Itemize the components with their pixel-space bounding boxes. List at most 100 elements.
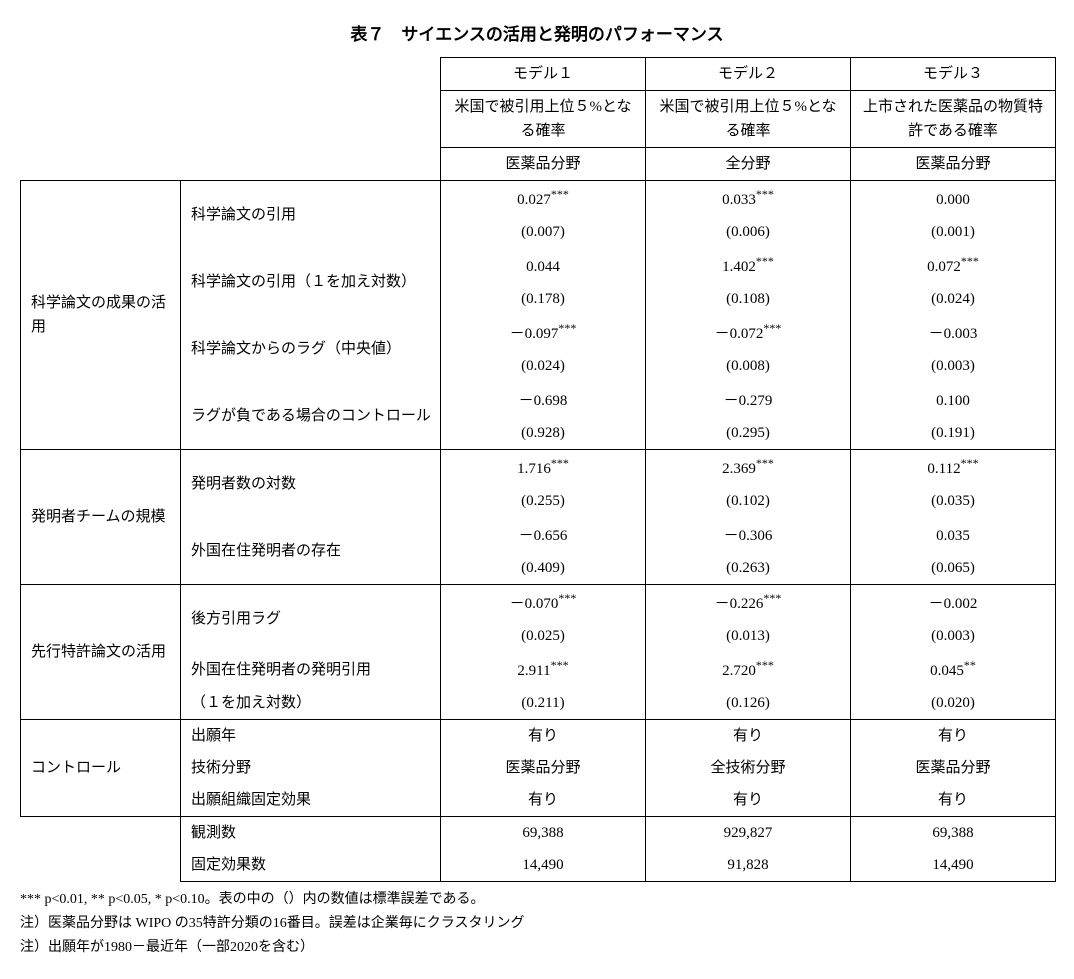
var-inventor-log: 発明者数の対数 xyxy=(181,450,441,518)
r3-m1-se: 0.024 xyxy=(441,350,646,382)
r1-m1-coef: 0.027*** xyxy=(441,181,646,217)
r6-m3-coef: 0.035 xyxy=(851,517,1056,552)
ctrl1-m3: 有り xyxy=(851,720,1056,753)
r6-m2-se: 0.263 xyxy=(646,552,851,585)
fe-label: 固定効果数 xyxy=(181,849,441,882)
r1-m3-coef: 0.000 xyxy=(851,181,1056,217)
r5-m1-coef: 1.716*** xyxy=(441,450,646,486)
col-field3: 医薬品分野 xyxy=(851,148,1056,181)
col-model1: モデル１ xyxy=(441,58,646,91)
blank-cell xyxy=(21,817,181,882)
r4-m1-coef: －0.698 xyxy=(441,382,646,417)
r2-m3-coef: 0.072*** xyxy=(851,248,1056,283)
r1-m1-se: 0.007 xyxy=(441,216,646,248)
r7-m2-se: 0.013 xyxy=(646,620,851,652)
r4-m3-coef: 0.100 xyxy=(851,382,1056,417)
var-foreign-inventor: 外国在住発明者の存在 xyxy=(181,517,441,585)
r6-m1-se: 0.409 xyxy=(441,552,646,585)
r2-m3-se: 0.024 xyxy=(851,283,1056,315)
blank-cell xyxy=(21,91,441,148)
ctrl3-m2: 有り xyxy=(646,784,851,817)
r4-m1-se: 0.928 xyxy=(441,417,646,450)
ctrl-field: 技術分野 xyxy=(181,752,441,784)
var-citation-log: 科学論文の引用（１を加え対数） xyxy=(181,248,441,315)
r7-m1-coef: －0.070*** xyxy=(441,585,646,621)
r5-m2-se: 0.102 xyxy=(646,485,851,517)
note-years: 注）出願年が1980－最近年（一部2020を含む） xyxy=(20,936,1054,960)
r6-m3-se: 0.065 xyxy=(851,552,1056,585)
regression-table: モデル１ モデル２ モデル３ 米国で被引用上位５%となる確率 米国で被引用上位５… xyxy=(20,57,1056,882)
note-field: 注）医薬品分野は WIPO の35特許分類の16番目。誤差は企業毎にクラスタリン… xyxy=(20,912,1054,936)
r8-m3-coef: 0.045** xyxy=(851,652,1056,687)
r8-m2-se: 0.126 xyxy=(646,687,851,720)
col-desc2: 米国で被引用上位５%となる確率 xyxy=(646,91,851,148)
ctrl-fe: 出願組織固定効果 xyxy=(181,784,441,817)
obs-m3: 69,388 xyxy=(851,817,1056,850)
ctrl2-m2: 全技術分野 xyxy=(646,752,851,784)
table-title: 表７ サイエンスの活用と発明のパフォーマンス xyxy=(20,20,1054,45)
var-foreign-citation-b: （１を加え対数） xyxy=(181,687,441,720)
r6-m2-coef: －0.306 xyxy=(646,517,851,552)
col-field2: 全分野 xyxy=(646,148,851,181)
ctrl3-m3: 有り xyxy=(851,784,1056,817)
obs-m2: 929,827 xyxy=(646,817,851,850)
cat-prior-patent: 先行特許論文の活用 xyxy=(21,585,181,720)
r5-m3-se: 0.035 xyxy=(851,485,1056,517)
r3-m3-coef: －0.003 xyxy=(851,315,1056,350)
r3-m2-se: 0.008 xyxy=(646,350,851,382)
fe-m1: 14,490 xyxy=(441,849,646,882)
r5-m3-coef: 0.112*** xyxy=(851,450,1056,486)
ctrl2-m1: 医薬品分野 xyxy=(441,752,646,784)
r8-m1-se: 0.211 xyxy=(441,687,646,720)
table-notes: *** p<0.01, ** p<0.05, * p<0.10。表の中の（）内の… xyxy=(20,888,1054,959)
var-backward-lag: 後方引用ラグ xyxy=(181,585,441,653)
obs-label: 観測数 xyxy=(181,817,441,850)
r2-m2-coef: 1.402*** xyxy=(646,248,851,283)
r8-m3-se: 0.020 xyxy=(851,687,1056,720)
ctrl1-m2: 有り xyxy=(646,720,851,753)
ctrl2-m3: 医薬品分野 xyxy=(851,752,1056,784)
fe-m3: 14,490 xyxy=(851,849,1056,882)
col-desc3: 上市された医薬品の物質特許である確率 xyxy=(851,91,1056,148)
r1-m2-se: 0.006 xyxy=(646,216,851,248)
r4-m3-se: 0.191 xyxy=(851,417,1056,450)
r5-m1-se: 0.255 xyxy=(441,485,646,517)
r2-m2-se: 0.108 xyxy=(646,283,851,315)
cat-science-use: 科学論文の成果の活用 xyxy=(21,181,181,450)
var-neg-lag-ctrl: ラグが負である場合のコントロール xyxy=(181,382,441,450)
ctrl-year: 出願年 xyxy=(181,720,441,753)
cat-team-size: 発明者チームの規模 xyxy=(21,450,181,585)
r8-m1-coef: 2.911*** xyxy=(441,652,646,687)
r7-m3-se: 0.003 xyxy=(851,620,1056,652)
r4-m2-coef: －0.279 xyxy=(646,382,851,417)
r2-m1-coef: 0.044 xyxy=(441,248,646,283)
blank-cell xyxy=(21,58,441,91)
var-lag: 科学論文からのラグ（中央値） xyxy=(181,315,441,382)
note-significance: *** p<0.01, ** p<0.05, * p<0.10。表の中の（）内の… xyxy=(20,888,1054,912)
r1-m2-coef: 0.033*** xyxy=(646,181,851,217)
r3-m3-se: 0.003 xyxy=(851,350,1056,382)
r3-m1-coef: －0.097*** xyxy=(441,315,646,350)
r2-m1-se: 0.178 xyxy=(441,283,646,315)
r3-m2-coef: －0.072*** xyxy=(646,315,851,350)
r7-m2-coef: －0.226*** xyxy=(646,585,851,621)
col-field1: 医薬品分野 xyxy=(441,148,646,181)
cat-controls: コントロール xyxy=(21,720,181,817)
ctrl3-m1: 有り xyxy=(441,784,646,817)
r8-m2-coef: 2.720*** xyxy=(646,652,851,687)
var-foreign-citation-a: 外国在住発明者の発明引用 xyxy=(181,652,441,687)
ctrl1-m1: 有り xyxy=(441,720,646,753)
r6-m1-coef: －0.656 xyxy=(441,517,646,552)
r4-m2-se: 0.295 xyxy=(646,417,851,450)
r1-m3-se: 0.001 xyxy=(851,216,1056,248)
obs-m1: 69,388 xyxy=(441,817,646,850)
var-citation: 科学論文の引用 xyxy=(181,181,441,249)
r5-m2-coef: 2.369*** xyxy=(646,450,851,486)
col-desc1: 米国で被引用上位５%となる確率 xyxy=(441,91,646,148)
blank-cell xyxy=(21,148,441,181)
col-model2: モデル２ xyxy=(646,58,851,91)
col-model3: モデル３ xyxy=(851,58,1056,91)
r7-m3-coef: －0.002 xyxy=(851,585,1056,621)
fe-m2: 91,828 xyxy=(646,849,851,882)
r7-m1-se: 0.025 xyxy=(441,620,646,652)
